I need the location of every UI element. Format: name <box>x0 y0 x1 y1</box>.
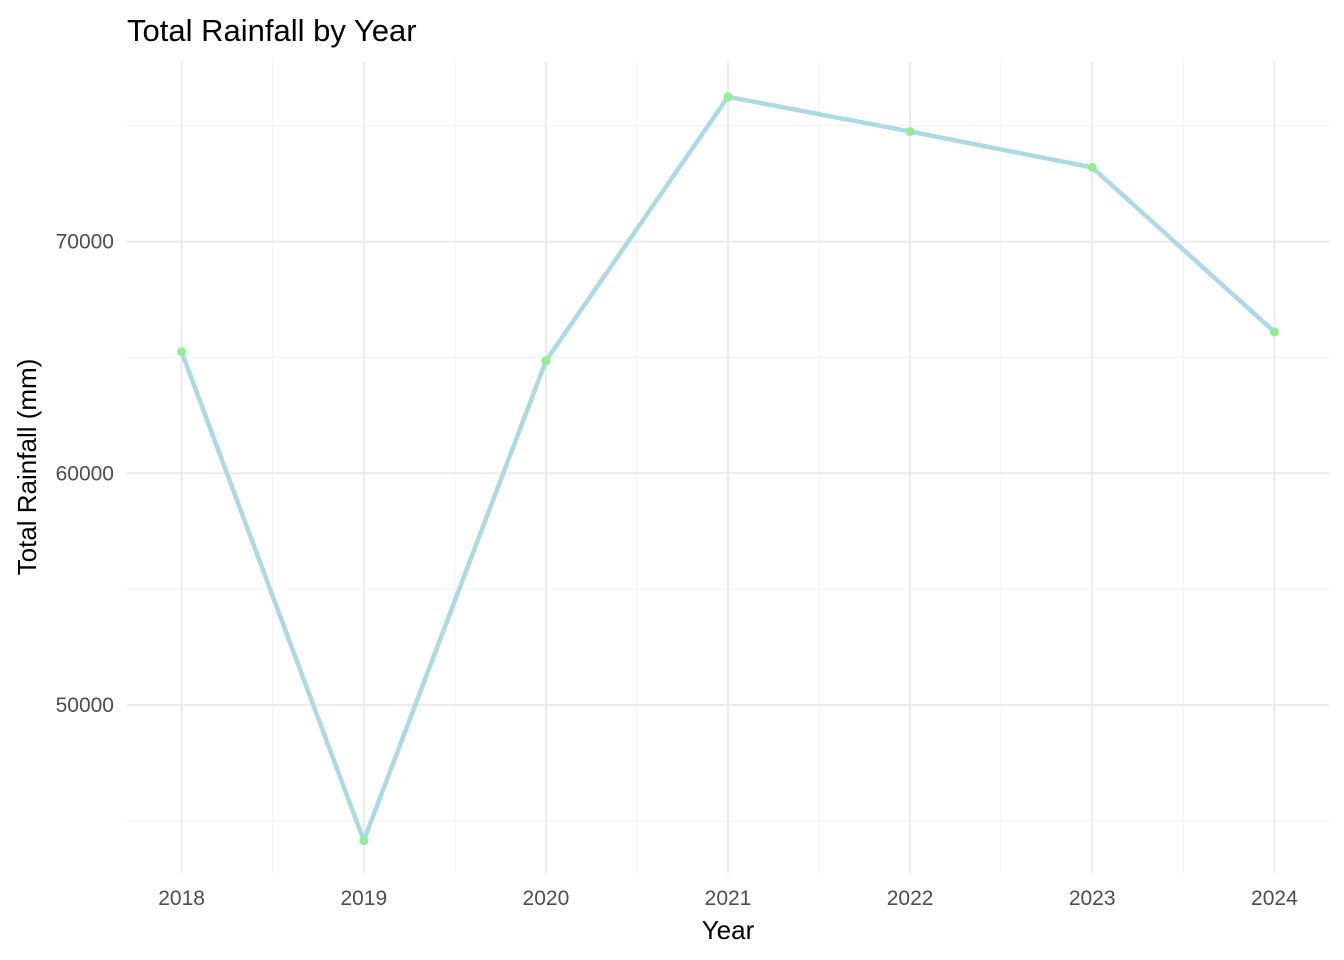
y-tick-label: 70000 <box>56 231 114 254</box>
x-tick-label: 2023 <box>1069 887 1116 910</box>
data-point <box>1269 327 1279 337</box>
x-tick-label: 2022 <box>887 887 934 910</box>
y-axis-title: Total Rainfall (mm) <box>12 359 42 576</box>
data-point <box>177 347 187 357</box>
data-point <box>1087 162 1097 172</box>
y-axis-ticks: 50000 60000 70000 <box>56 231 114 717</box>
x-tick-label: 2020 <box>523 887 570 910</box>
x-tick-label: 2024 <box>1251 887 1298 910</box>
series-layer <box>177 92 1279 846</box>
x-tick-label: 2018 <box>158 887 205 910</box>
data-point <box>359 836 369 846</box>
chart-title: Total Rainfall by Year <box>127 13 417 48</box>
grid <box>127 62 1329 873</box>
data-point <box>905 127 915 136</box>
y-tick-label: 50000 <box>56 694 114 717</box>
y-tick-label: 60000 <box>56 462 114 485</box>
data-point <box>723 92 733 102</box>
x-tick-label: 2019 <box>340 887 387 910</box>
x-tick-label: 2021 <box>705 887 752 910</box>
data-point <box>541 356 551 366</box>
x-axis-ticks: 2018 2019 2020 2021 2022 2023 2024 <box>158 887 1298 910</box>
x-axis-title: Year <box>702 915 755 945</box>
